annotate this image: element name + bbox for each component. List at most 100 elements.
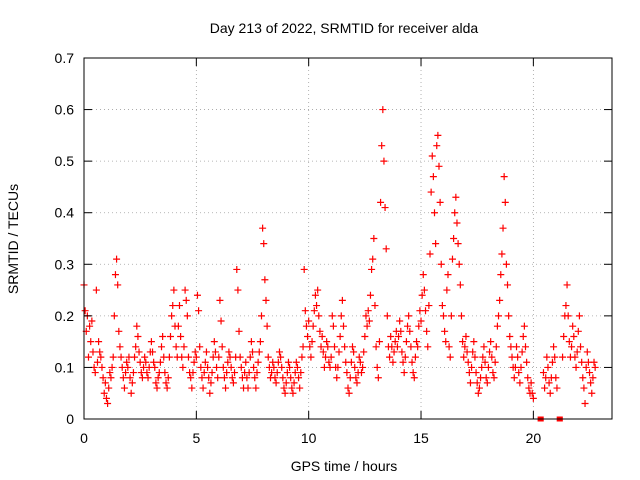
data-point: [401, 353, 409, 361]
data-point: [259, 224, 267, 232]
data-point: [201, 358, 209, 366]
data-point: [441, 327, 449, 335]
data-point: [235, 327, 243, 335]
data-point: [548, 358, 556, 366]
data-point: [574, 327, 582, 335]
data-point: [445, 343, 453, 351]
data-point: [496, 296, 504, 304]
data-point: [300, 265, 308, 273]
data-point: [422, 307, 430, 315]
data-point: [128, 379, 136, 387]
data-point: [505, 312, 513, 320]
data-point: [210, 338, 218, 346]
data-point: [237, 363, 245, 371]
data-point: [115, 327, 123, 335]
data-point: [444, 271, 452, 279]
data-point: [163, 384, 171, 392]
data-point: [309, 322, 317, 330]
data-point: [480, 343, 488, 351]
data-point: [307, 353, 315, 361]
data-point: [325, 358, 333, 366]
data-point: [270, 363, 278, 371]
data-point: [272, 379, 280, 387]
data-point: [338, 296, 346, 304]
data-point: [331, 343, 339, 351]
data-point: [545, 379, 553, 387]
data-point: [129, 369, 137, 377]
data-point: [550, 343, 558, 351]
data-point: [110, 312, 118, 320]
data-point: [473, 379, 481, 387]
y-tick-label: 0.2: [55, 308, 75, 324]
data-point: [410, 374, 418, 382]
data-point: [424, 343, 432, 351]
data-point: [404, 322, 412, 330]
data-point: [383, 312, 391, 320]
data-point: [513, 343, 521, 351]
data-point: [541, 384, 549, 392]
data-point: [234, 286, 242, 294]
data-point: [293, 363, 301, 371]
data-point: [143, 369, 151, 377]
data-point: [369, 255, 377, 263]
data-point: [92, 286, 100, 294]
data-point: [521, 343, 529, 351]
data-point: [573, 348, 581, 356]
data-point: [182, 296, 190, 304]
data-point: [220, 374, 228, 382]
data-point: [252, 384, 260, 392]
data-point: [229, 379, 237, 387]
data-point: [124, 363, 132, 371]
data-point: [552, 374, 560, 382]
data-point: [586, 369, 594, 377]
data-point: [544, 363, 552, 371]
data-point: [274, 358, 282, 366]
data-point: [328, 312, 336, 320]
data-point: [560, 332, 568, 340]
data-point: [408, 358, 416, 366]
data-point: [483, 379, 491, 387]
data-point: [289, 389, 297, 397]
data-point: [360, 348, 368, 356]
data-point: [571, 353, 579, 361]
data-point: [456, 281, 464, 289]
data-point: [277, 353, 285, 361]
data-point: [214, 374, 222, 382]
data-point: [302, 322, 310, 330]
data-point: [425, 302, 433, 310]
data-point: [515, 369, 523, 377]
data-point: [87, 338, 95, 346]
data-point: [409, 369, 417, 377]
data-point: [247, 338, 255, 346]
data-point: [149, 348, 157, 356]
data-point: [415, 322, 423, 330]
data-point: [528, 389, 536, 397]
data-point: [305, 317, 313, 325]
data-point: [295, 374, 303, 382]
data-point: [389, 358, 397, 366]
data-point: [250, 363, 258, 371]
data-point: [132, 343, 140, 351]
data-point: [319, 348, 327, 356]
data-point: [233, 265, 241, 273]
data-point: [479, 353, 487, 361]
data-point: [578, 358, 586, 366]
data-point: [426, 250, 434, 258]
data-point: [154, 374, 162, 382]
data-point: [374, 374, 382, 382]
data-point: [398, 348, 406, 356]
data-point: [455, 260, 463, 268]
data-point: [174, 322, 182, 330]
data-point: [167, 332, 175, 340]
data-point: [563, 281, 571, 289]
data-point: [525, 384, 533, 392]
data-point: [582, 363, 590, 371]
y-tick-label: 0.4: [55, 205, 75, 221]
data-point: [591, 363, 599, 371]
data-point: [438, 302, 446, 310]
data-point: [377, 198, 385, 206]
data-point: [199, 384, 207, 392]
data-point: [298, 353, 306, 361]
data-point: [380, 157, 388, 165]
